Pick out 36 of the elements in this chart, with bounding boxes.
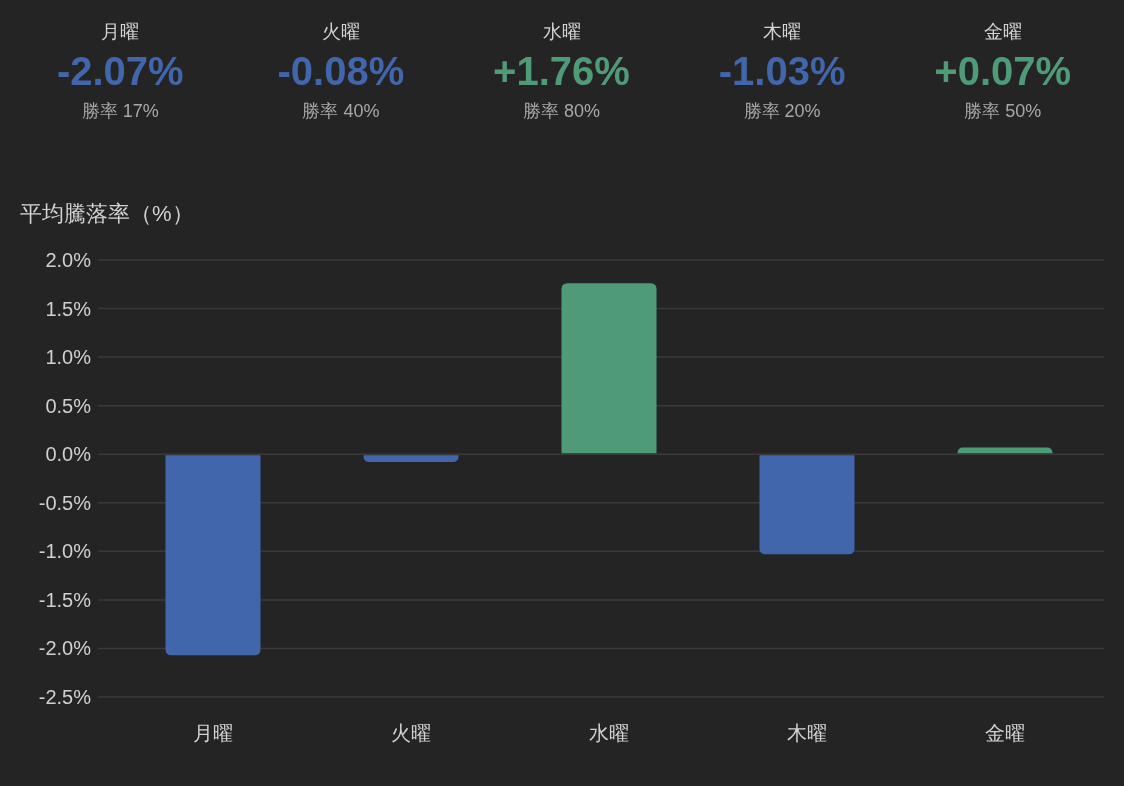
bar [561, 283, 657, 454]
y-tick-label: 1.0% [45, 346, 92, 369]
y-tick-label: -1.5% [38, 588, 92, 611]
x-tick-label: 火曜 [391, 722, 431, 744]
text: +0.07% [934, 49, 1072, 93]
y-tick-label: 2.0% [45, 249, 92, 271]
category-label: 水曜 [542, 21, 581, 42]
x-tick-label: 水曜 [589, 722, 629, 744]
y-axis-title: 平均騰落率（%） [20, 201, 194, 226]
y-tick-label: -1.0% [38, 540, 92, 563]
x-tick-label: 木曜 [787, 722, 827, 744]
y-tick-label: -2.5% [38, 686, 92, 708]
text: 勝率 17% [81, 101, 159, 121]
bar [165, 455, 261, 656]
text: 勝率 50% [964, 101, 1042, 121]
text: -0.08% [277, 49, 405, 93]
text: -1.03% [718, 49, 846, 93]
y-tick-label: -2.0% [38, 637, 92, 660]
y-tick-label: 0.0% [45, 443, 92, 466]
text: 勝率 40% [302, 101, 380, 121]
text: +1.76% [493, 49, 630, 93]
category-label: 金曜 [983, 21, 1022, 42]
x-tick-label: 金曜 [985, 722, 1025, 744]
text: 勝率 80% [522, 101, 601, 121]
text: -2.07% [56, 49, 184, 93]
bar [363, 455, 459, 462]
text: 勝率 20% [743, 101, 821, 121]
bar [957, 447, 1053, 454]
category-label: 木曜 [763, 21, 802, 42]
x-tick-label: 月曜 [193, 722, 233, 744]
y-tick-label: 1.5% [45, 297, 92, 320]
y-tick-label: 0.5% [45, 394, 92, 417]
category-label: 火曜 [321, 21, 360, 42]
y-tick-label: -0.5% [38, 491, 92, 514]
bar [759, 455, 855, 555]
category-label: 月曜 [101, 21, 140, 42]
